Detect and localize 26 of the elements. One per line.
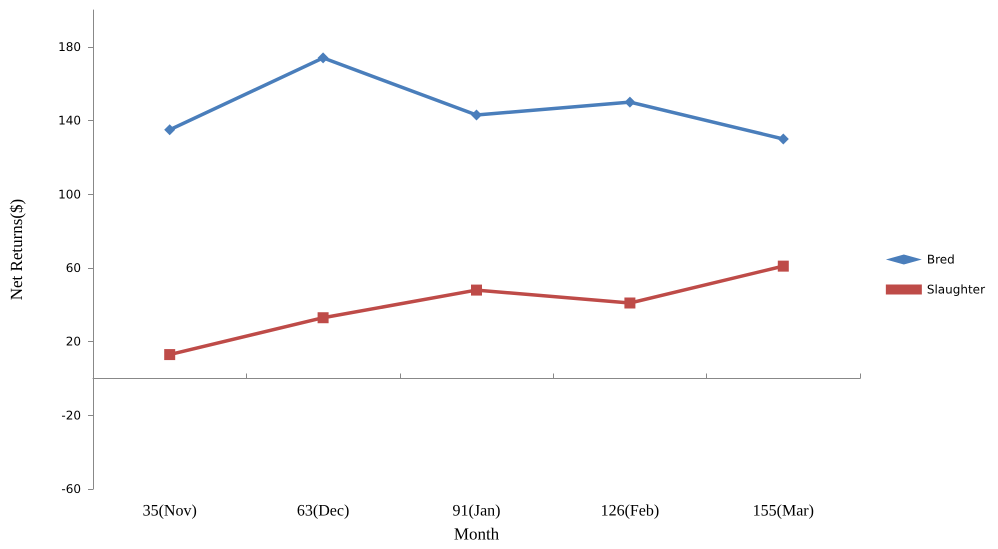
- x-tick-label: 63(Dec): [296, 502, 350, 520]
- y-tick-label: -60: [61, 482, 81, 496]
- y-tick-label: -20: [61, 408, 81, 422]
- x-tick-label: 155(Mar): [752, 502, 814, 520]
- y-tick-label: 140: [58, 114, 81, 128]
- x-tick-label: 126(Feb): [600, 502, 660, 520]
- point: [164, 124, 176, 136]
- point: [471, 284, 482, 296]
- point: [318, 52, 329, 64]
- y-tick-label: 180: [58, 40, 81, 54]
- x-tick-label: 91(Jan): [452, 502, 500, 520]
- point: [778, 260, 789, 272]
- legend-label: Slaughter: [926, 282, 986, 296]
- x-axis-title: Month: [454, 524, 500, 544]
- point: [778, 133, 789, 144]
- point: [318, 312, 329, 324]
- x-tick-label: 35(Nov): [142, 502, 197, 520]
- point: [624, 96, 636, 108]
- y-tick-label: 60: [66, 260, 81, 275]
- legend-label: Bred: [926, 252, 955, 266]
- y-tick-label: 20: [66, 334, 81, 349]
- point: [164, 349, 176, 360]
- point: [471, 110, 482, 121]
- point: [624, 297, 636, 308]
- y-axis-title: Net Returns($): [7, 198, 26, 300]
- y-tick-label: 100: [58, 187, 81, 202]
